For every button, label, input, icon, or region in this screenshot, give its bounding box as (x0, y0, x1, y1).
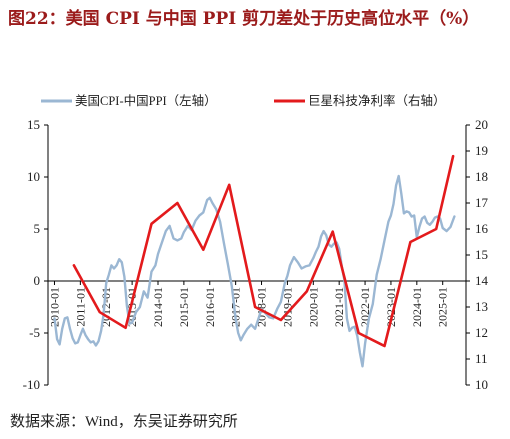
right-tick-label: 18 (475, 169, 488, 184)
legend-net-margin-label: 巨星科技净利率（右轴） (308, 93, 446, 108)
x-tick-label: 2016-01 (203, 287, 217, 327)
x-tick-label: 2011-01 (73, 287, 87, 327)
left-tick-label: 5 (34, 221, 41, 236)
x-tick-label: 2021-01 (332, 287, 346, 327)
x-tick-label: 2010-01 (47, 287, 61, 327)
x-tick-label: 2025-01 (436, 287, 450, 327)
right-tick-label: 20 (475, 117, 488, 132)
x-tick-label: 2023-01 (384, 287, 398, 327)
right-tick-label: 19 (475, 143, 488, 158)
right-tick-label: 11 (475, 351, 488, 366)
axes (47, 125, 467, 385)
left-axis-ticks: -10 -5 0 5 10 15 (23, 117, 48, 392)
right-tick-label: 15 (475, 247, 488, 262)
x-tick-label: 2024-01 (410, 287, 424, 327)
cpi-ppi-line (53, 174, 456, 368)
legend: 美国CPI-中国PPI（左轴） 巨星科技净利率（右轴） (41, 93, 446, 108)
right-tick-label: 10 (475, 377, 488, 392)
right-tick-label: 17 (475, 195, 489, 210)
chart-title: 图22：美国 CPI 与中国 PPI 剪刀差处于历史高位水平（%） (8, 9, 480, 29)
right-tick-label: 12 (475, 325, 488, 340)
left-tick-label: 15 (27, 117, 40, 132)
x-axis-ticks: 2010-01 2011-01 2012-01 2013-01 2014-01 2015-… (47, 281, 450, 327)
right-axis-ticks: 10 11 12 13 14 15 16 17 18 19 20 (466, 117, 489, 392)
x-tick-label: 2022-01 (358, 287, 372, 327)
x-tick-label: 2014-01 (151, 287, 165, 327)
x-tick-label: 2015-01 (177, 287, 191, 327)
x-tick-label: 2020-01 (306, 287, 320, 327)
source-note: 数据来源：Wind，东吴证券研究所 (10, 414, 238, 430)
series-lines (53, 154, 456, 368)
right-tick-label: 14 (475, 273, 489, 288)
right-tick-label: 13 (475, 299, 488, 314)
left-tick-label: -10 (23, 377, 40, 392)
left-tick-label: -5 (29, 325, 40, 340)
right-tick-label: 16 (475, 221, 489, 236)
left-tick-label: 10 (27, 169, 40, 184)
legend-cpi-ppi-label: 美国CPI-中国PPI（左轴） (75, 93, 217, 108)
net-margin-line (72, 154, 455, 348)
left-tick-label: 0 (34, 273, 41, 288)
